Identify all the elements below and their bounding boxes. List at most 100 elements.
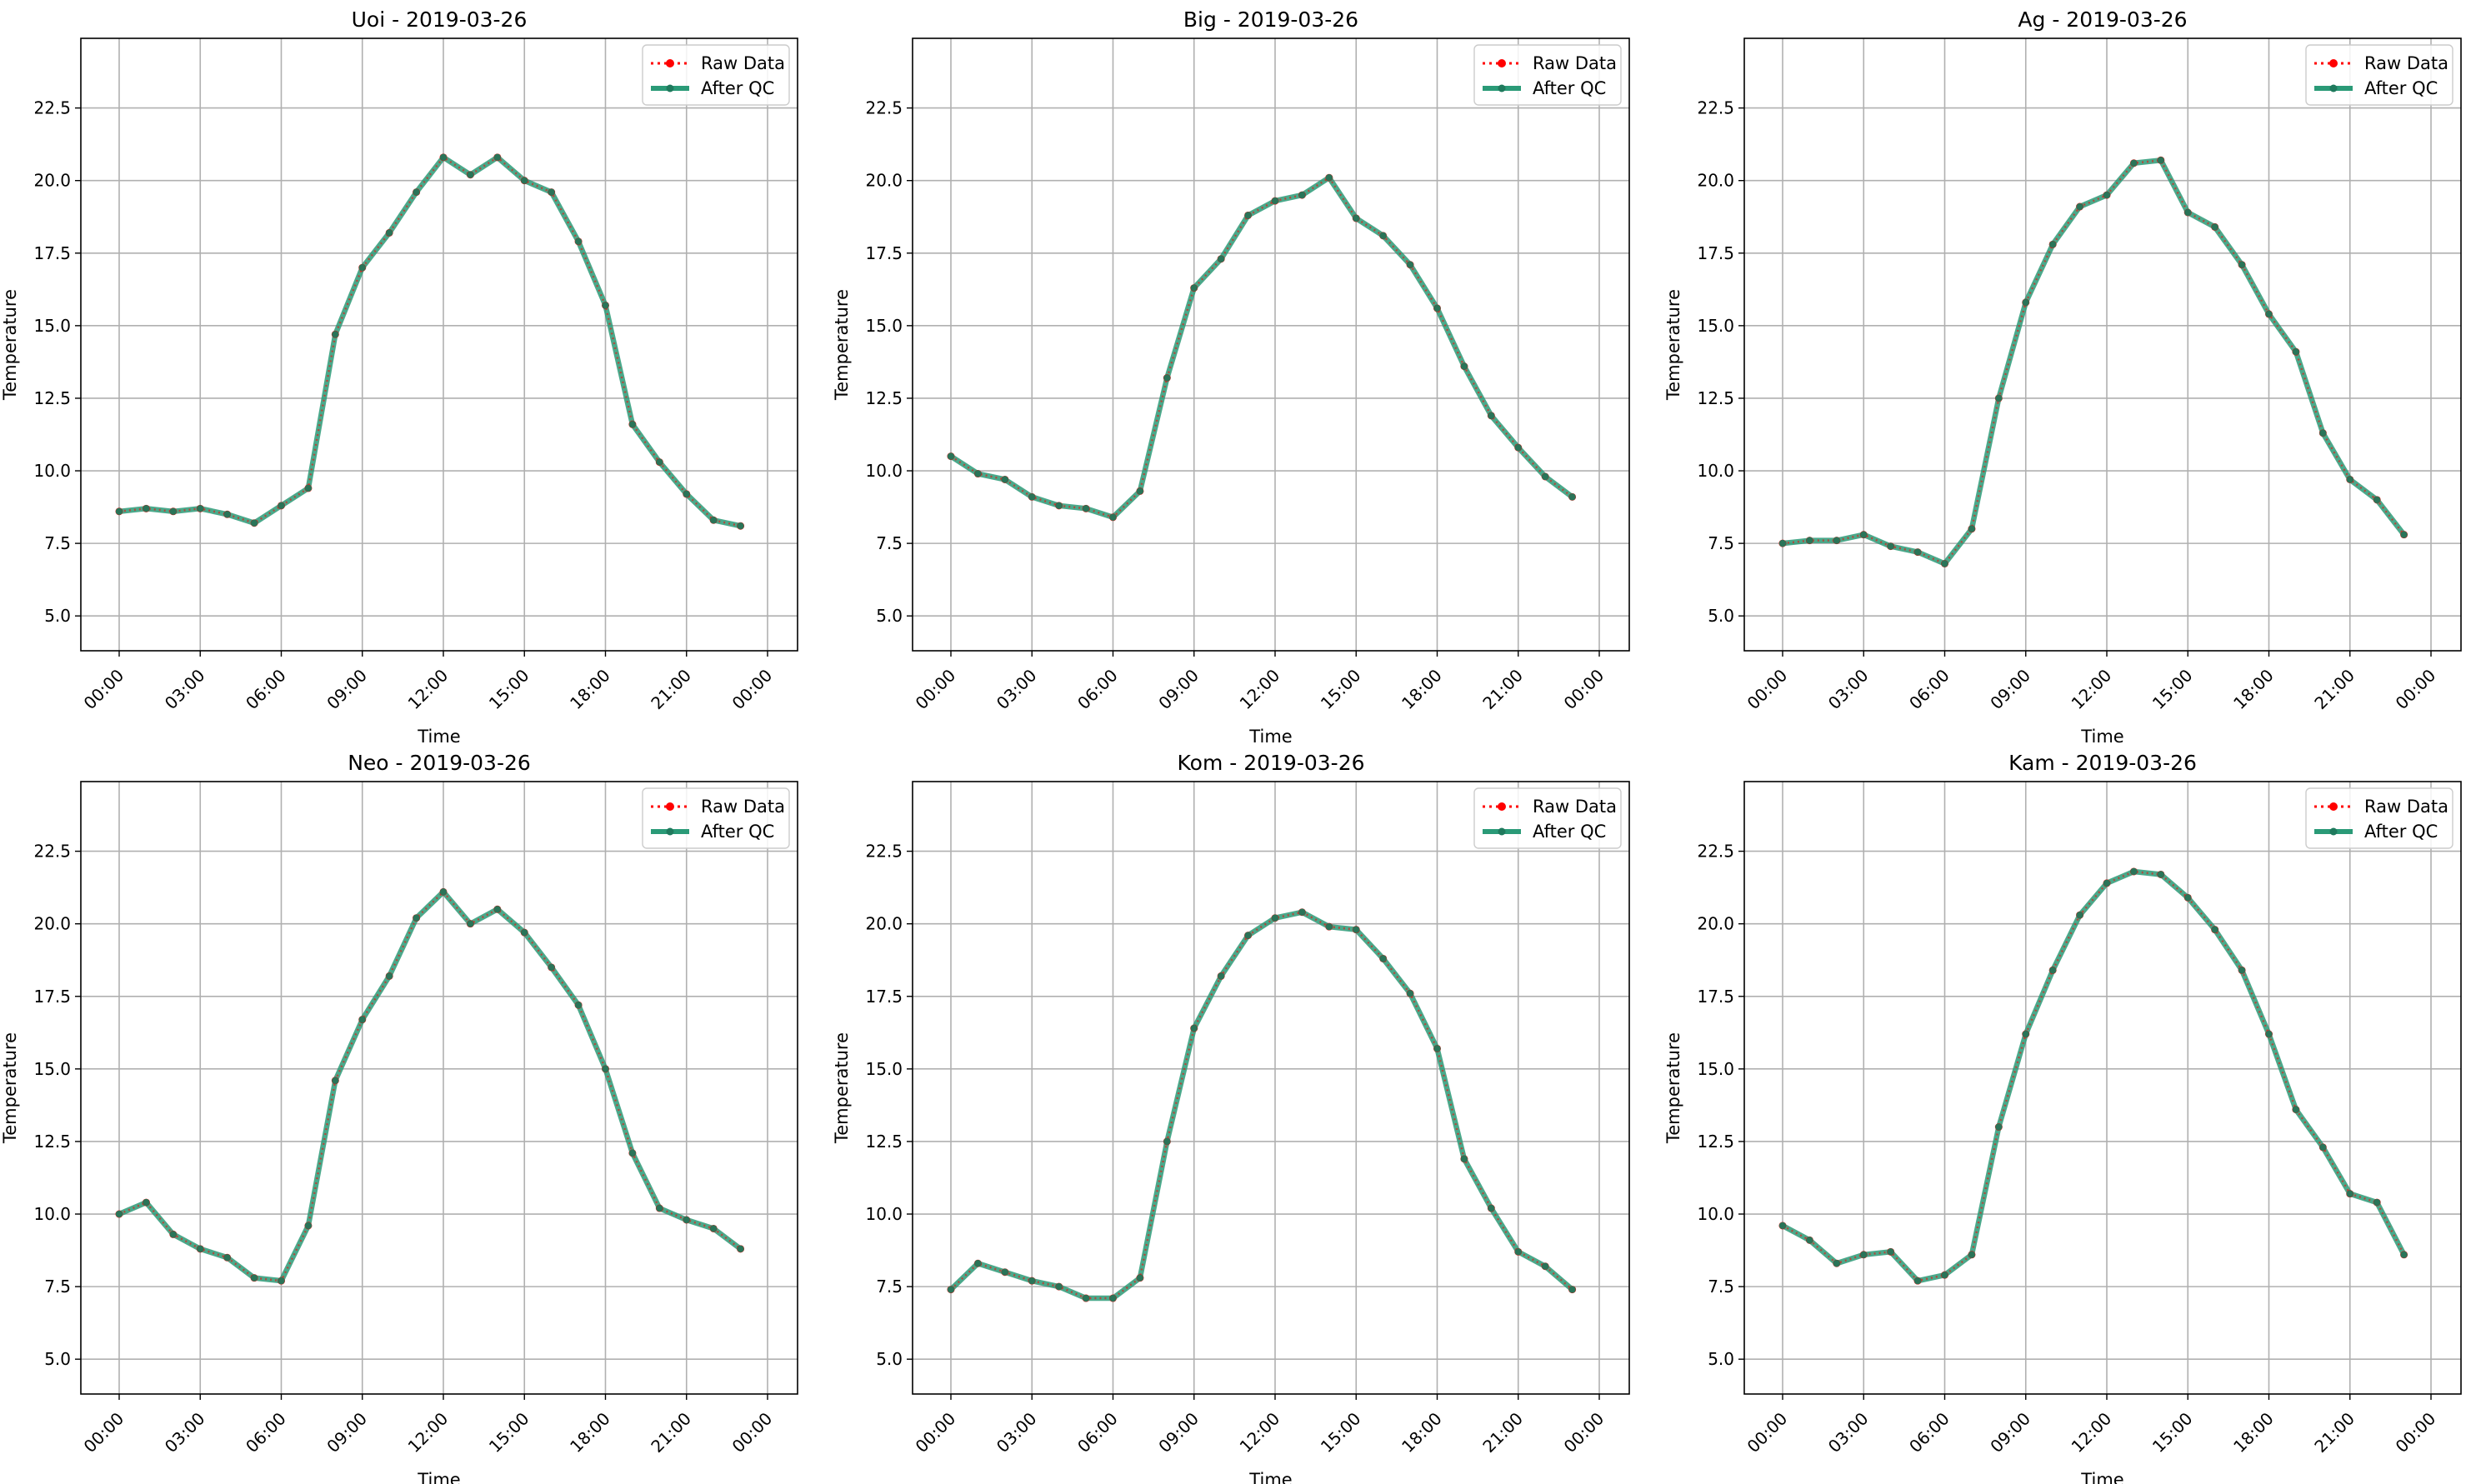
after-qc-point — [1833, 1260, 1841, 1267]
after-qc-point — [709, 517, 718, 524]
after-qc-point — [574, 1002, 583, 1009]
after-qc-point — [467, 171, 474, 178]
subplot-title: Neo - 2019-03-26 — [348, 751, 531, 775]
after-qc-point — [947, 452, 955, 460]
after-qc-point — [1028, 1277, 1036, 1285]
x-tick-label: 09:00 — [1986, 665, 2034, 713]
after-qc-point — [115, 1210, 123, 1218]
after-qc-point — [2238, 967, 2246, 974]
y-axis-label: Temperature — [0, 289, 20, 401]
y-axis-label: Temperature — [832, 289, 852, 401]
after-qc-point — [1806, 537, 1813, 544]
x-tick-label: 09:00 — [1986, 1408, 2034, 1457]
y-tick-label: 12.5 — [1697, 388, 1734, 408]
subplot-title: Ag - 2019-03-26 — [2018, 7, 2187, 32]
legend: Raw Data After QC — [642, 787, 790, 849]
after-qc-point — [947, 1286, 955, 1293]
subplot-6: 00:00 03:00 06:00 09:00 12:00 15:00 18:00 21:00… — [1663, 751, 2462, 1484]
subplot-title: Kom - 2019-03-26 — [1178, 751, 1365, 775]
x-axis-label: Time — [417, 1470, 460, 1484]
subplot-5: 00:00 03:00 06:00 09:00 12:00 15:00 18:00 21:00… — [832, 751, 1630, 1484]
x-tick-label: 12:00 — [404, 1408, 453, 1457]
x-tick-label: 15:00 — [1317, 665, 1365, 713]
y-tick-label: 17.5 — [865, 243, 903, 263]
after-qc-point — [1488, 1204, 1495, 1212]
after-qc-point — [1055, 502, 1063, 510]
after-qc-point — [1887, 1248, 1894, 1256]
after-qc-point — [1001, 1268, 1009, 1276]
y-tick-label: 12.5 — [865, 388, 903, 408]
after-qc-point — [574, 237, 583, 246]
x-tick-label: 06:00 — [242, 665, 290, 713]
x-tick-label: 21:00 — [1478, 665, 1527, 713]
after-qc-point — [1109, 513, 1117, 521]
axes-frame — [912, 781, 1630, 1395]
after-qc-point — [2265, 310, 2273, 318]
after-qc-point — [1163, 374, 1171, 382]
series-raw-data-line — [118, 890, 742, 1282]
x-tick-label: 03:00 — [161, 1408, 209, 1457]
after-qc-point — [2103, 879, 2111, 887]
axes-frame — [80, 37, 798, 652]
legend-after-qc-label: After QC — [2364, 78, 2438, 98]
after-qc-point — [2157, 871, 2165, 878]
after-qc-point — [223, 511, 231, 518]
after-qc-point — [683, 1216, 690, 1224]
series-raw-data-line — [950, 911, 1573, 1300]
after-qc-point — [1325, 922, 1333, 931]
y-tick-label: 7.5 — [1708, 533, 1734, 553]
x-tick-label: 12:00 — [2068, 665, 2116, 713]
after-qc-point — [2265, 1030, 2273, 1038]
y-tick-label: 10.0 — [33, 1204, 71, 1224]
after-qc-point — [250, 519, 258, 527]
after-qc-point — [1541, 1262, 1549, 1270]
after-qc-point — [1488, 412, 1495, 420]
after-qc-point — [2130, 159, 2138, 167]
after-qc-point — [1082, 505, 1090, 512]
x-tick-label: 21:00 — [647, 1408, 695, 1457]
legend-raw-data-marker — [2329, 59, 2338, 67]
after-qc-point — [1778, 539, 1787, 547]
x-tick-label: 09:00 — [323, 1408, 371, 1457]
legend-raw-data-label: Raw Data — [701, 53, 785, 73]
after-qc-point — [2373, 1198, 2381, 1207]
after-qc-point — [2103, 191, 2111, 199]
legend-raw-data-marker — [666, 802, 674, 811]
after-qc-point — [358, 263, 366, 272]
x-axis-label: Time — [2080, 727, 2123, 747]
after-qc-point — [1325, 174, 1333, 182]
x-tick-label: 06:00 — [242, 1408, 290, 1457]
y-tick-label: 15.0 — [33, 1059, 71, 1079]
y-tick-label: 22.5 — [33, 98, 71, 118]
after-qc-point — [974, 1260, 982, 1267]
after-qc-point — [1913, 1277, 1922, 1285]
after-qc-point — [493, 153, 502, 162]
legend-raw-data-label: Raw Data — [2364, 53, 2448, 73]
y-tick-label: 22.5 — [865, 98, 903, 118]
after-qc-point — [1860, 1251, 1868, 1258]
after-qc-point — [656, 458, 663, 466]
after-qc-point — [197, 505, 204, 512]
legend: Raw Data After QC — [642, 44, 790, 106]
after-qc-point — [2238, 261, 2246, 268]
x-tick-label: 18:00 — [2229, 1408, 2278, 1457]
after-qc-point — [1353, 926, 1360, 933]
y-tick-label: 20.0 — [865, 171, 903, 191]
after-qc-point — [2400, 1251, 2408, 1258]
series-after-qc-line — [948, 174, 1575, 521]
x-tick-label: 18:00 — [2229, 665, 2278, 713]
subplot-title: Big - 2019-03-26 — [1183, 7, 1358, 32]
x-axis-label: Time — [1248, 1470, 1292, 1484]
subplot-title: Kam - 2019-03-26 — [2008, 751, 2197, 775]
after-qc-point — [2157, 157, 2165, 164]
after-qc-point — [1190, 284, 1198, 292]
after-qc-point — [169, 1231, 178, 1238]
after-qc-point — [2346, 476, 2353, 483]
x-tick-label: 18:00 — [566, 1408, 614, 1457]
legend-after-qc-marker — [1498, 84, 1506, 92]
after-qc-point — [493, 906, 502, 913]
legend-raw-data-label: Raw Data — [2364, 797, 2448, 817]
x-tick-label: 00:00 — [912, 665, 960, 713]
after-qc-point — [358, 1016, 366, 1023]
after-qc-point — [2048, 241, 2057, 248]
